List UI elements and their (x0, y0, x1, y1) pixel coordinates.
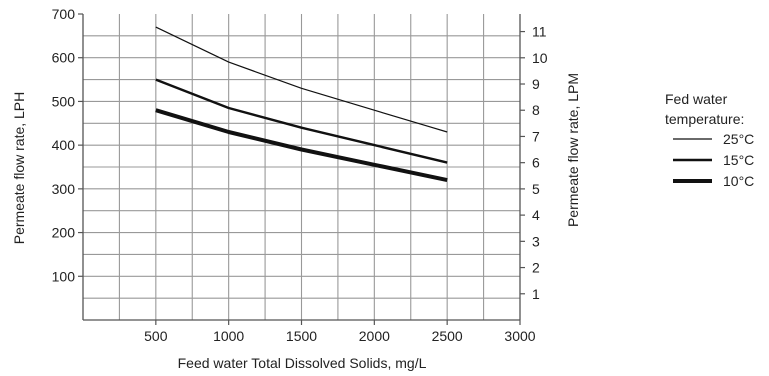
y-right-tick-label: 8 (532, 102, 540, 118)
x-tick-label: 1500 (286, 328, 317, 344)
y-left-tick-label: 700 (52, 6, 76, 22)
y-right-tick-label: 9 (532, 76, 540, 92)
grid (83, 14, 520, 320)
y-left-tick-label: 500 (52, 93, 76, 109)
y-left-tick-label: 300 (52, 181, 76, 197)
tick-labels: 500 1000 1500 2000 2500 3000 100 200 300 400 500 60… (52, 6, 548, 344)
y-left-tick-label: 100 (52, 268, 76, 284)
y-left-tick-label: 200 (52, 225, 76, 241)
axes (78, 13, 525, 325)
legend-title-line2: temperature: (665, 111, 744, 127)
y-left-tick-label: 600 (52, 50, 76, 66)
y-right-tick-label: 5 (532, 181, 540, 197)
y-right-tick-label: 3 (532, 233, 540, 249)
y-right-tick-label: 10 (532, 50, 548, 66)
legend-label-2: 15°C (723, 152, 754, 168)
y-right-tick-label: 2 (532, 260, 540, 276)
x-tick-label: 3000 (504, 328, 535, 344)
series-line-1 (155, 26, 448, 133)
series-line-3 (155, 108, 448, 183)
y-left-tick-label: 400 (52, 137, 76, 153)
y-axis-label-left: Permeate flow rate, LPH (11, 92, 27, 245)
y-right-tick-label: 6 (532, 155, 540, 171)
legend-label-1: 25°C (723, 131, 754, 147)
series-line-2 (155, 78, 448, 164)
series-lines (155, 26, 448, 183)
legend-title-line1: Fed water (665, 91, 728, 107)
y-right-tick-label: 4 (532, 207, 540, 223)
y-right-tick-label: 11 (532, 24, 547, 40)
y-right-tick-label: 1 (532, 286, 540, 302)
y-right-tick-label: 7 (532, 128, 540, 144)
legend-label-3: 10°C (723, 173, 754, 189)
x-tick-label: 500 (144, 328, 168, 344)
x-tick-label: 2500 (432, 328, 463, 344)
x-axis-label: Feed water Total Dissolved Solids, mg/L (178, 355, 427, 371)
x-tick-label: 2000 (359, 328, 390, 344)
y-axis-label-right: Permeate flow rate, LPM (565, 73, 581, 227)
legend: Fed water temperature: 25°C 15°C 10°C (665, 91, 754, 189)
x-tick-label: 1000 (213, 328, 244, 344)
